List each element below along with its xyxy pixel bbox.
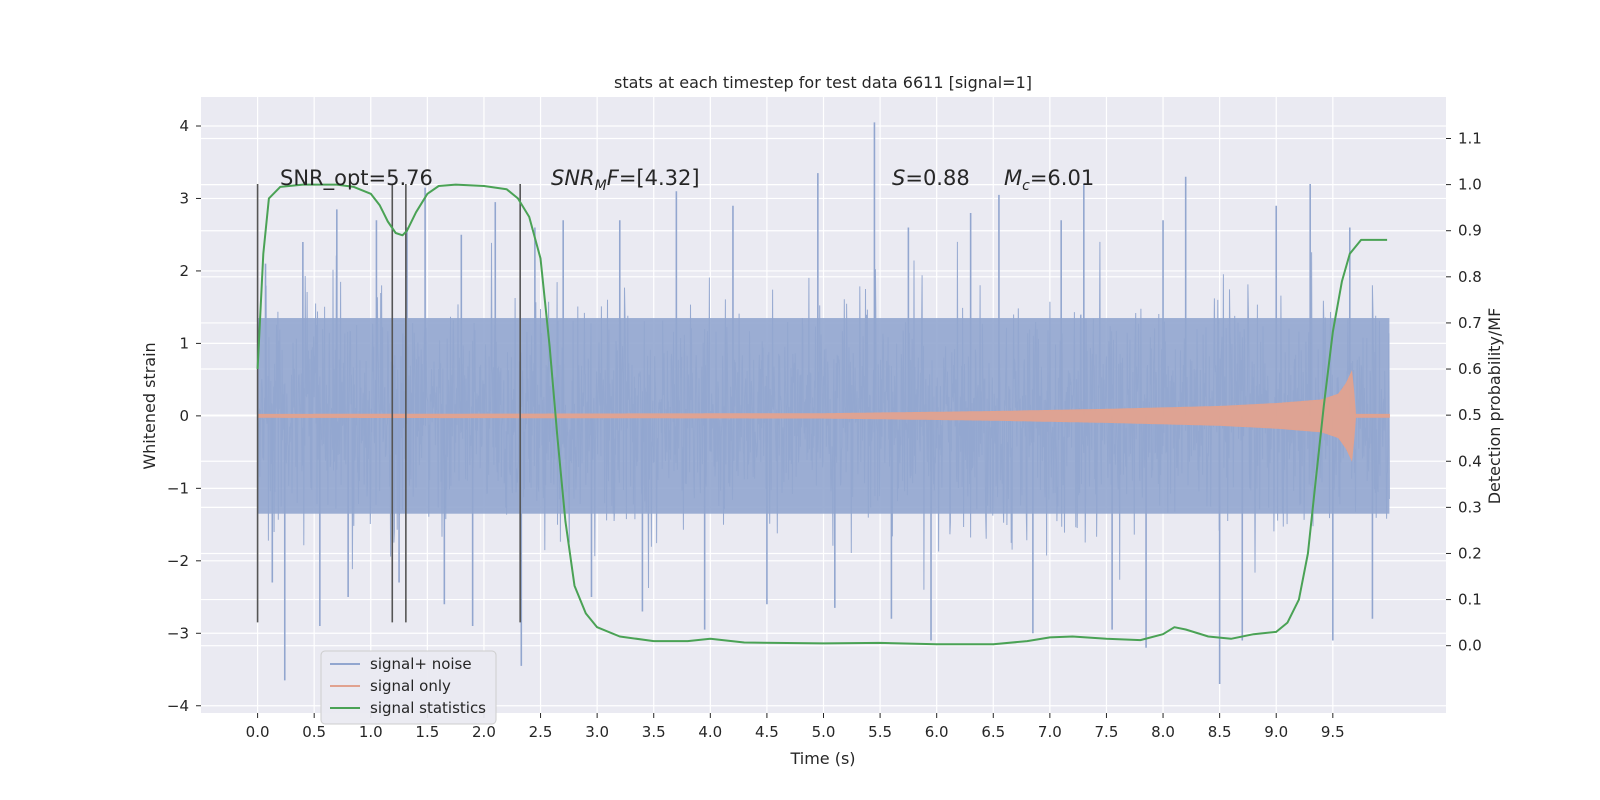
annotation-snr-mf-value: =[4.32]	[619, 166, 700, 190]
x-tick-label-10: 5.0	[812, 723, 836, 741]
y-tick-label-1: 3	[179, 189, 189, 207]
x-tick-label-12: 6.0	[925, 723, 949, 741]
x-tick-label-8: 4.0	[698, 723, 722, 741]
y2-tick-label-8: 0.3	[1458, 498, 1482, 516]
annotation-s-value: =0.88	[905, 166, 969, 190]
y-tick-label-2: 2	[179, 262, 189, 280]
y2-tick-label-4: 0.7	[1458, 314, 1482, 332]
legend-label-signal-only: signal only	[370, 677, 451, 695]
x-axis-ticks: 0.0 0.5 1.0 1.5 2.0 2.5 3.0 3.5 4.0 4.5 5.0 5.5 6.0 6…	[246, 713, 1345, 741]
annotation-mc-sub: c	[1022, 178, 1030, 194]
x-tick-label-13: 6.5	[981, 723, 1005, 741]
signal-only-series	[257, 369, 1390, 462]
signal-statistics-series	[256, 183, 1388, 646]
y-tick-label-0: 4	[179, 117, 189, 135]
legend: signal+ noise signal only signal statist…	[320, 650, 497, 725]
annotation-snr-opt: SNR_opt=5.76	[280, 166, 433, 191]
x-tick-label-17: 8.5	[1208, 723, 1232, 741]
x-axis-label: Time (s)	[789, 749, 855, 768]
y2-tick-label-6: 0.5	[1458, 406, 1482, 424]
x-tick-label-19: 9.5	[1321, 723, 1345, 741]
x-tick-label-18: 9.0	[1264, 723, 1288, 741]
y-tick-label-3: 1	[179, 334, 189, 352]
legend-label-signal-statistics: signal statistics	[370, 699, 486, 717]
annotation-snr-mf: SNRMF=[4.32]	[551, 166, 700, 194]
legend-box	[320, 650, 497, 725]
annotation-mc: Mc=6.01	[1004, 166, 1094, 194]
chart-title: stats at each timestep for test data 661…	[614, 73, 1032, 92]
y2-tick-label-5: 0.6	[1458, 360, 1482, 378]
annotation-s: S=0.88	[892, 166, 970, 190]
x-tick-label-1: 0.5	[302, 723, 326, 741]
annotation-mc-value: =6.01	[1030, 166, 1094, 190]
signal-statistics-line	[256, 183, 1388, 646]
annotation-snr-opt-text: SNR_opt=5.76	[280, 166, 433, 191]
y-axis-ticks: 4 3 2 1 0 −1 −2 −3 −4	[167, 117, 201, 715]
x-tick-label-5: 2.5	[529, 723, 553, 741]
x-tick-label-7: 3.5	[642, 723, 666, 741]
x-tick-label-4: 2.0	[472, 723, 496, 741]
x-tick-label-2: 1.0	[359, 723, 383, 741]
x-tick-label-3: 1.5	[415, 723, 439, 741]
y-tick-label-8: −4	[167, 697, 189, 715]
y2-tick-label-0: 1.1	[1458, 129, 1482, 147]
annotation-snr-mf-main: SNR	[551, 166, 595, 190]
annotation-mc-symbol: M	[1004, 166, 1022, 190]
y2-axis-label: Detection probability/MF	[1485, 308, 1504, 505]
y-tick-label-4: 0	[179, 407, 189, 425]
vertical-markers	[256, 183, 521, 623]
x-tick-label-0: 0.0	[246, 723, 270, 741]
signal-only-chirp	[257, 369, 1390, 462]
y2-tick-label-1: 1.0	[1458, 176, 1482, 194]
y2-tick-label-3: 0.8	[1458, 268, 1482, 286]
y2-tick-label-7: 0.4	[1458, 452, 1482, 470]
y-tick-label-6: −2	[167, 552, 189, 570]
x-tick-label-6: 3.0	[585, 723, 609, 741]
y-tick-label-5: −1	[167, 479, 189, 497]
legend-label-signal-noise: signal+ noise	[370, 655, 472, 673]
y2-tick-label-2: 0.9	[1458, 222, 1482, 240]
y-axis-label: Whitened strain	[140, 342, 159, 469]
y-tick-label-7: −3	[167, 624, 189, 642]
annotation-s-symbol: S	[892, 166, 905, 190]
annotation-snr-mf-sub: M	[595, 178, 607, 194]
x-tick-label-11: 5.5	[868, 723, 892, 741]
y2-axis-ticks: 1.1 1.0 0.9 0.8 0.7 0.6 0.5 0.4 0.3 0.2 0.1 0.0	[1446, 129, 1482, 655]
y2-tick-label-10: 0.1	[1458, 591, 1482, 609]
x-tick-label-15: 7.5	[1095, 723, 1119, 741]
y2-tick-label-9: 0.2	[1458, 544, 1482, 562]
x-tick-label-9: 4.5	[755, 723, 779, 741]
annotation-snr-mf-tail: F	[607, 166, 620, 190]
y2-tick-label-11: 0.0	[1458, 637, 1482, 655]
x-tick-label-16: 8.0	[1151, 723, 1175, 741]
x-tick-label-14: 7.0	[1038, 723, 1062, 741]
